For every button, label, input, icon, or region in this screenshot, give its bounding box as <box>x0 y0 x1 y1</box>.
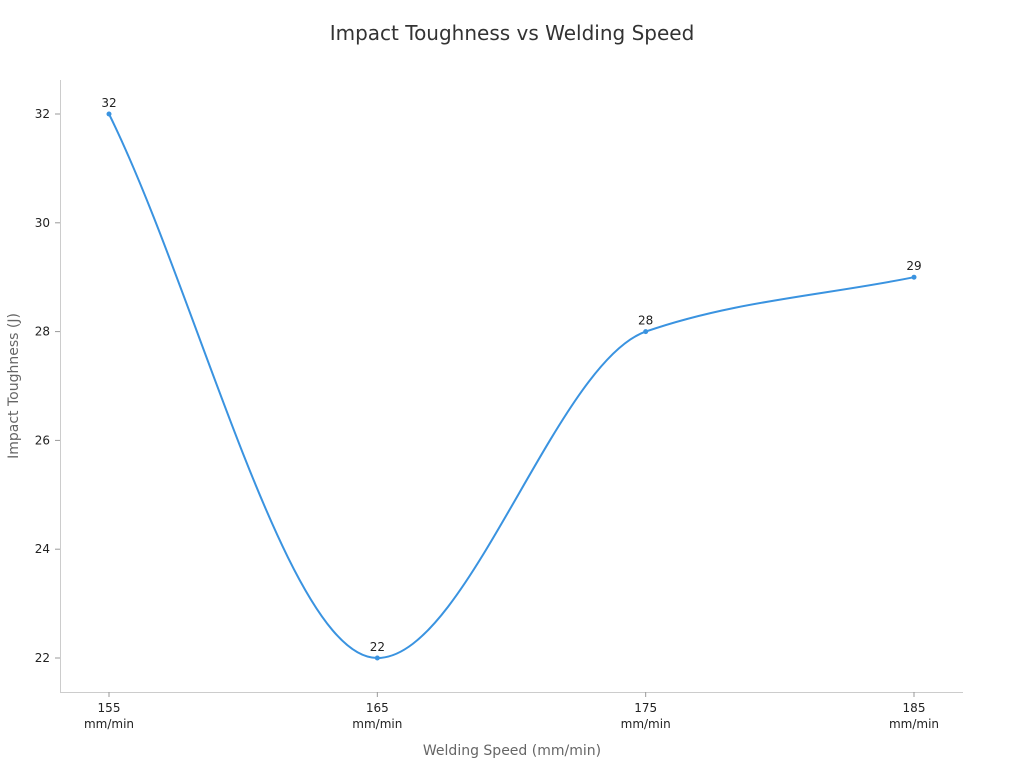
chart-title: Impact Toughness vs Welding Speed <box>330 21 695 45</box>
y-axis-title: Impact Toughness (J) <box>6 313 22 459</box>
value-label: 22 <box>370 640 385 654</box>
x-tick-label: 185 mm/min <box>889 701 939 731</box>
point <box>911 274 917 280</box>
y-tick-label: 22 <box>35 651 50 665</box>
value-label: 29 <box>906 259 921 273</box>
x-axis-title: Welding Speed (mm/min) <box>423 743 601 759</box>
y-tick-label: 28 <box>35 325 50 339</box>
y-tick-label: 26 <box>35 433 50 447</box>
x-tick-label: 175 mm/min <box>621 701 671 731</box>
point <box>643 329 649 335</box>
y-tick-label: 24 <box>35 542 50 556</box>
x-tick-label: 155 mm/min <box>84 701 134 731</box>
point <box>106 111 112 117</box>
point <box>374 655 380 661</box>
y-tick-label: 30 <box>35 216 50 230</box>
value-label: 32 <box>101 96 116 110</box>
y-tick-label: 32 <box>35 107 50 121</box>
line <box>108 113 915 660</box>
value-label: 28 <box>638 314 653 328</box>
x-tick-label: 165 mm/min <box>352 701 402 731</box>
